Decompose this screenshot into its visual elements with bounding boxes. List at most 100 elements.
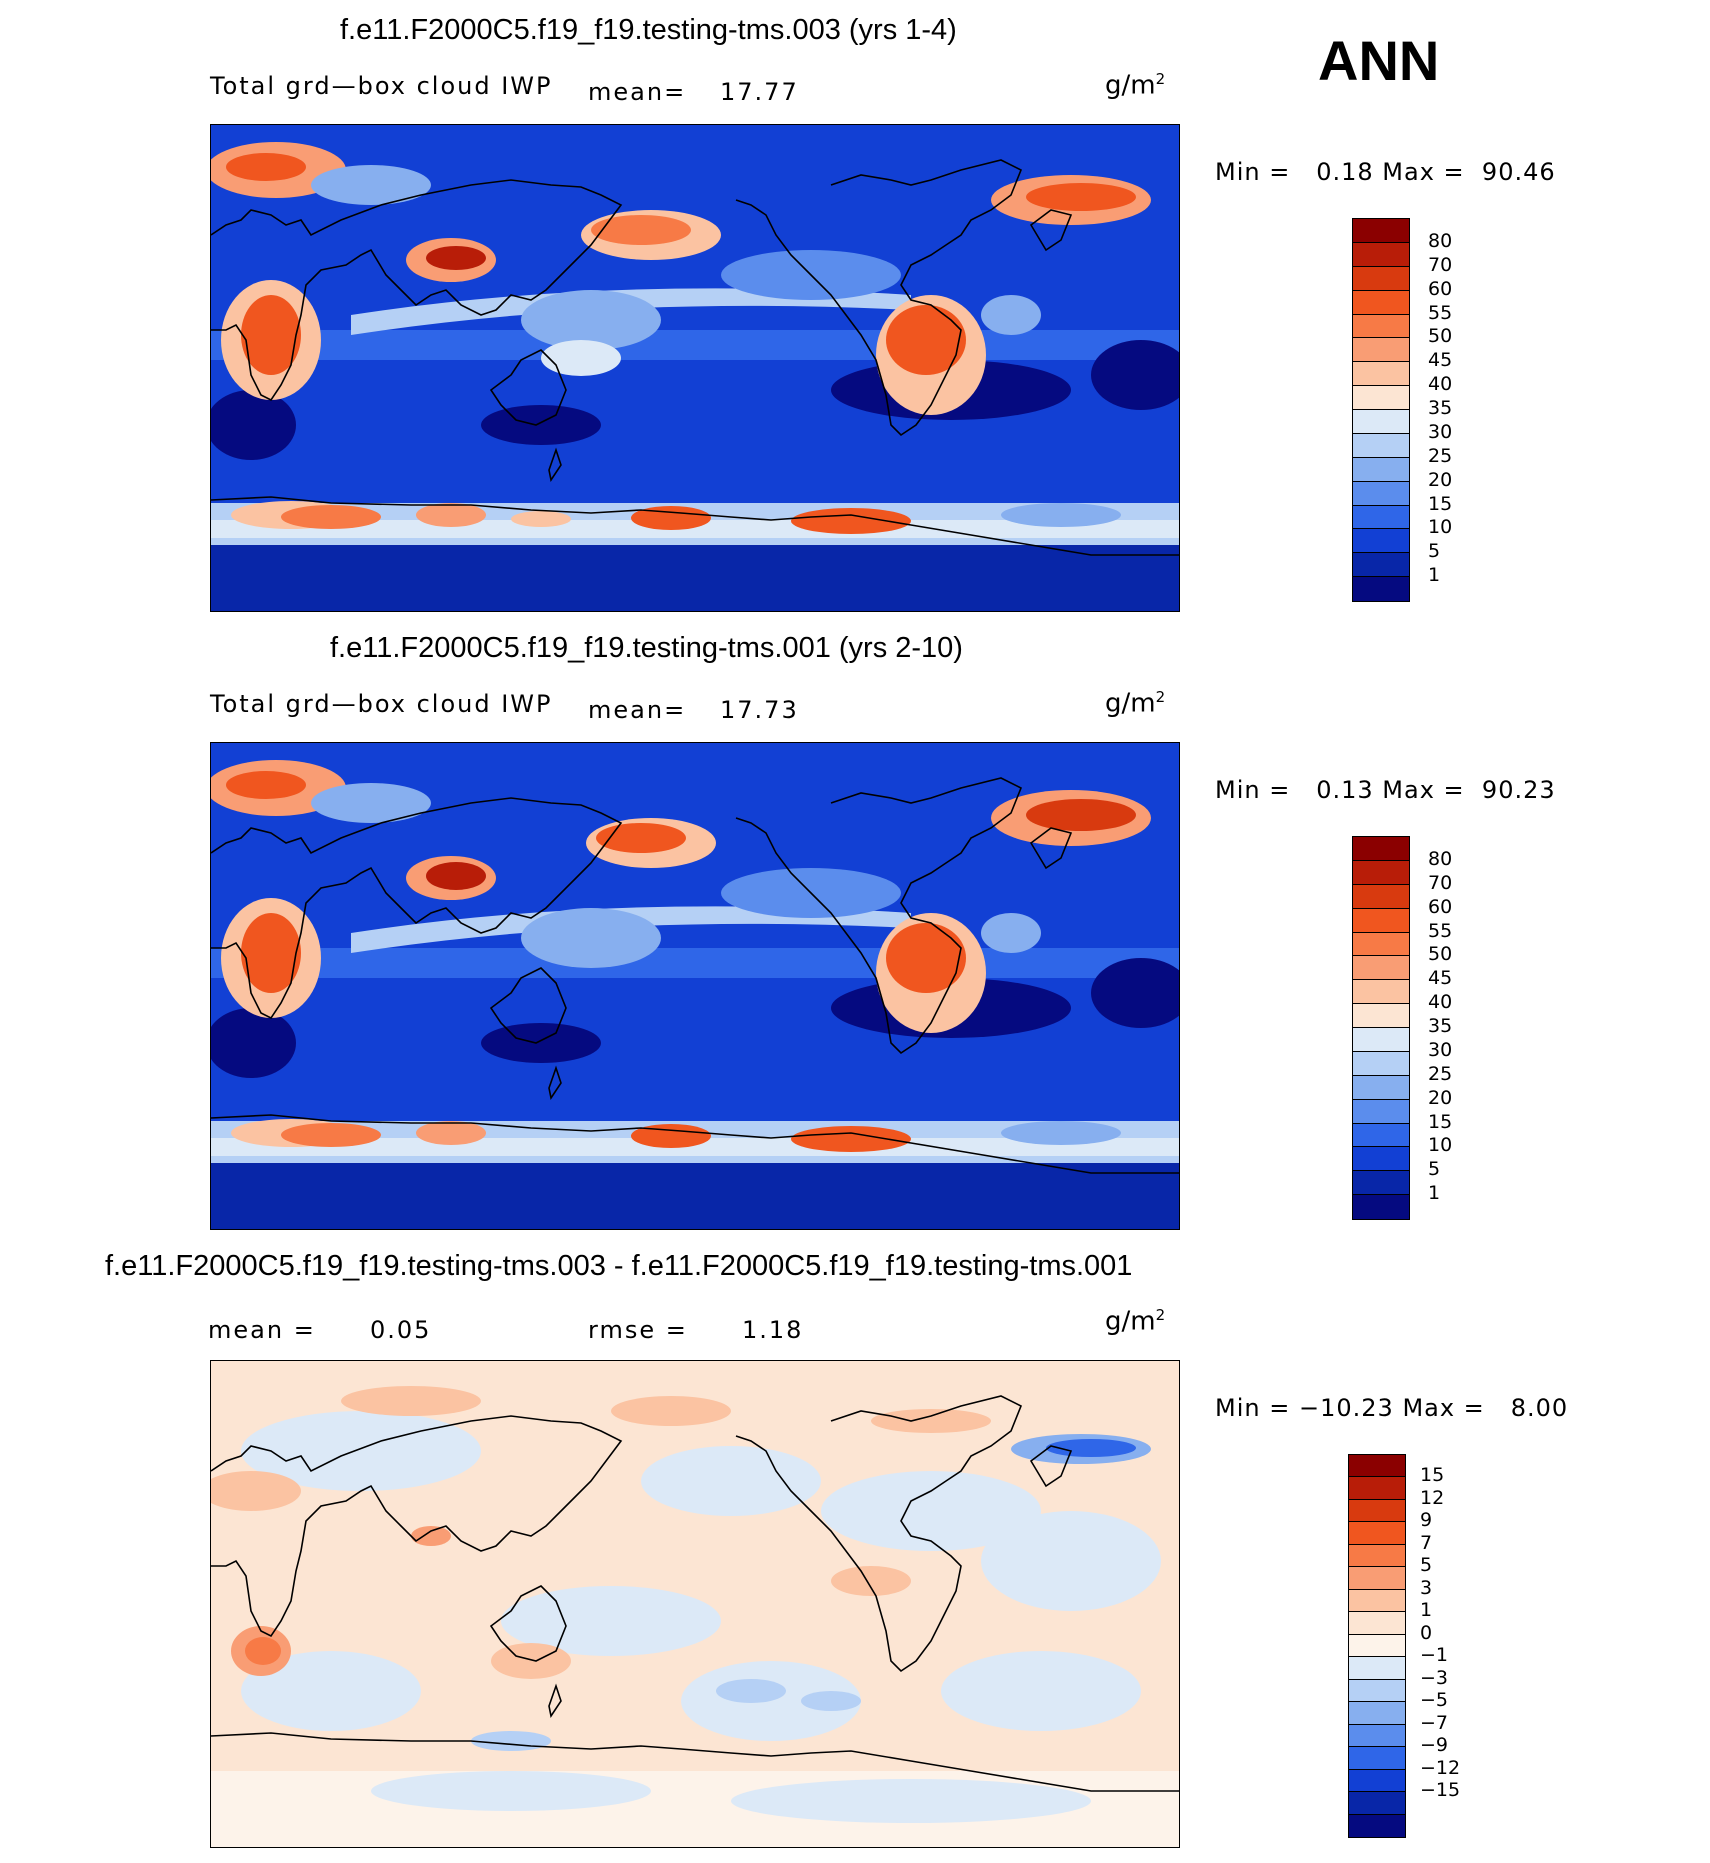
- colorbar-tick-label: 1: [1428, 564, 1441, 587]
- panel3-mean-label: mean =: [208, 1316, 316, 1344]
- colorbar-segment: [1353, 314, 1409, 339]
- colorbar-tick-label: 15: [1420, 1464, 1445, 1487]
- panel1-map-svg: [211, 125, 1179, 611]
- colorbar-segment: [1353, 433, 1409, 458]
- panel2-mean-value: 17.73: [720, 696, 799, 724]
- colorbar-tick-label: −1: [1420, 1644, 1449, 1667]
- colorbar-segment: [1349, 1499, 1405, 1523]
- colorbar-segment: [1349, 1702, 1405, 1725]
- panel3-field: [211, 1361, 1179, 1847]
- colorbar-tick-label: 9: [1420, 1509, 1433, 1532]
- colorbar-tick-label: 10: [1428, 1134, 1453, 1157]
- colorbar-tick-label: −3: [1420, 1666, 1449, 1689]
- colorbar-tick-label: 0: [1420, 1621, 1433, 1644]
- colorbar-segment: [1353, 860, 1409, 885]
- colorbar-segment: [1349, 1455, 1405, 1478]
- colorbar-tick-label: 10: [1428, 516, 1453, 539]
- colorbar-segment: [1353, 1099, 1409, 1124]
- colorbar-segment: [1353, 1147, 1409, 1172]
- colorbar-segment: [1353, 1171, 1409, 1196]
- panel2-variable: Total grd—box cloud IWP: [210, 690, 553, 718]
- colorbar-tick-label: 30: [1428, 1038, 1453, 1061]
- colorbar-segment: [1353, 932, 1409, 957]
- colorbar-segment: [1349, 1567, 1405, 1590]
- panel1-units: g/m2: [1105, 70, 1166, 101]
- panel3-rmse-label: rmse =: [588, 1316, 688, 1344]
- colorbar-tick-label: 40: [1428, 991, 1453, 1014]
- colorbar-tick-label: −12: [1420, 1756, 1461, 1779]
- panel2-coastlines: [211, 777, 1179, 1174]
- colorbar-tick-label: 25: [1428, 444, 1453, 467]
- colorbar-segment: [1349, 1477, 1405, 1500]
- colorbar-tick-label: 7: [1420, 1531, 1433, 1554]
- colorbar-tick-label: 30: [1428, 420, 1453, 443]
- colorbar-tick-label: 40: [1428, 373, 1453, 396]
- colorbar-tick-label: 50: [1428, 325, 1453, 348]
- panel3-colorbar: [1348, 1454, 1406, 1838]
- colorbar-tick-label: 25: [1428, 1062, 1453, 1085]
- colorbar-segment: [1353, 505, 1409, 530]
- colorbar-segment: [1353, 338, 1409, 363]
- colorbar-tick-label: 5: [1428, 1158, 1441, 1181]
- colorbar-segment: [1353, 481, 1409, 506]
- colorbar-tick-label: 3: [1420, 1576, 1433, 1599]
- colorbar-tick-label: 80: [1428, 847, 1453, 870]
- colorbar-segment: [1353, 1075, 1409, 1100]
- colorbar-segment: [1353, 410, 1409, 434]
- colorbar-segment: [1353, 242, 1409, 267]
- colorbar-segment: [1349, 1634, 1405, 1658]
- colorbar-tick-label: 50: [1428, 943, 1453, 966]
- panel1-min-max: Min = 0.18 Max = 90.46: [1215, 158, 1556, 186]
- panel2-colorbar-labels: 80 70 60 55 50 45 40 35 30 25 20 15 10 5 1: [1428, 836, 1488, 1220]
- panel2-field: [211, 743, 1179, 1229]
- colorbar-tick-label: 20: [1428, 1086, 1453, 1109]
- colorbar-segment: [1353, 1004, 1409, 1028]
- panel1-colorbar-labels: 80 70 60 55 50 45 40 35 30 25 20 15 10 5 1: [1428, 218, 1488, 602]
- colorbar-tick-label: 45: [1428, 349, 1453, 372]
- panel2-mean-label: mean=: [588, 696, 687, 724]
- colorbar-segment: [1349, 1769, 1405, 1793]
- colorbar-segment: [1353, 219, 1409, 243]
- colorbar-segment: [1349, 1724, 1405, 1748]
- colorbar-tick-label: 55: [1428, 301, 1453, 324]
- season-label: ANN: [1318, 29, 1440, 92]
- colorbar-tick-label: 35: [1428, 1015, 1453, 1037]
- colorbar-tick-label: 1: [1420, 1599, 1433, 1622]
- colorbar-tick-label: 5: [1420, 1554, 1433, 1577]
- colorbar-segment: [1353, 577, 1409, 601]
- colorbar-segment: [1349, 1544, 1405, 1568]
- panel2-min-max: Min = 0.13 Max = 90.23: [1215, 776, 1556, 804]
- panel1-mean-label: mean=: [588, 78, 687, 106]
- colorbar-segment: [1353, 908, 1409, 933]
- colorbar-segment: [1353, 362, 1409, 387]
- colorbar-tick-label: 60: [1428, 277, 1453, 300]
- panel2-title: f.e11.F2000C5.f19_f19.testing-tms.001 (y…: [330, 632, 963, 664]
- colorbar-tick-label: 15: [1428, 1110, 1453, 1133]
- panel1-mean-value: 17.77: [720, 78, 799, 106]
- colorbar-segment: [1349, 1747, 1405, 1770]
- colorbar-tick-label: −9: [1420, 1734, 1449, 1757]
- colorbar-tick-label: 5: [1428, 540, 1441, 563]
- colorbar-segment: [1353, 386, 1409, 410]
- colorbar-segment: [1353, 529, 1409, 554]
- panel3-mean-value: 0.05: [370, 1316, 432, 1344]
- colorbar-segment: [1353, 266, 1409, 291]
- panel3-title: f.e11.F2000C5.f19_f19.testing-tms.003 - …: [105, 1250, 1133, 1282]
- colorbar-segment: [1353, 553, 1409, 578]
- panel3-min-max: Min = −10.23 Max = 8.00: [1215, 1394, 1569, 1422]
- colorbar-tick-label: −5: [1420, 1689, 1449, 1712]
- colorbar-segment: [1353, 457, 1409, 482]
- panel3-coastlines: [211, 1395, 1179, 1792]
- panel3-colorbar-labels: 15 12 9 7 5 3 1 0 −1 −3 −5 −7 −9 −12 −15: [1420, 1454, 1490, 1838]
- colorbar-segment: [1353, 1195, 1409, 1219]
- colorbar-tick-label: 55: [1428, 919, 1453, 942]
- colorbar-segment: [1353, 1123, 1409, 1148]
- panel3-units: g/m2: [1105, 1306, 1166, 1337]
- panel1-field: [211, 125, 1179, 611]
- colorbar-tick-label: −15: [1420, 1779, 1461, 1802]
- colorbar-segment: [1349, 1589, 1405, 1613]
- colorbar-segment: [1353, 980, 1409, 1005]
- colorbar-tick-label: 12: [1420, 1486, 1445, 1509]
- colorbar-segment: [1353, 290, 1409, 315]
- colorbar-tick-label: 35: [1428, 397, 1453, 419]
